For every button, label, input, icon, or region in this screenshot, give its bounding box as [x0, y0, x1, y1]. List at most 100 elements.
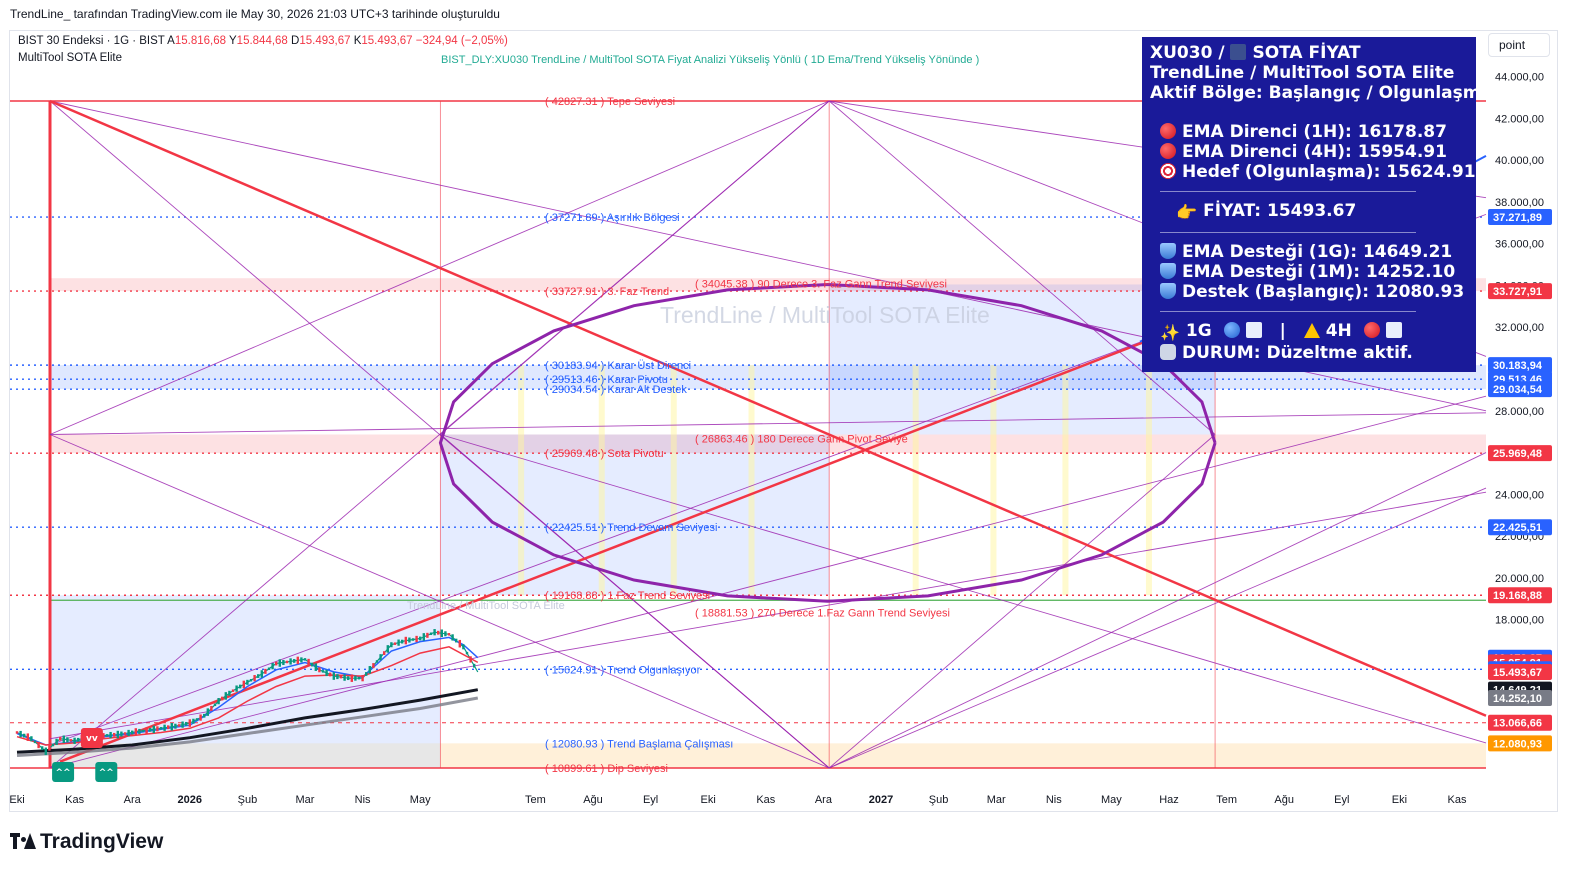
info-support-start-text: Destek (Başlangıç): 12080.93 [1182, 282, 1465, 302]
level-label: ( 29034.54 ) Karar Alt Destek [545, 384, 687, 396]
x-tick-label: Eki [701, 794, 716, 806]
level-label: ( 22425.51 ) Trend Devam Seviyesi [545, 522, 717, 534]
candle [41, 746, 44, 751]
signal-badge [52, 762, 75, 782]
ohlc-values: A15.816,68 Y15.844,68 D15.493,67 K15.493… [167, 35, 416, 47]
candle [66, 737, 69, 743]
chart-up-icon [1245, 322, 1262, 338]
info-symbol: XU030 / [1150, 43, 1231, 63]
x-tick-label: Şub [238, 794, 258, 806]
candle [300, 657, 303, 663]
info-divider [1160, 191, 1416, 192]
candle [159, 727, 163, 730]
tradingview-logo-text: TradingView [40, 830, 164, 853]
signal-label: ^^ [56, 768, 71, 778]
candle [444, 631, 447, 637]
candle [318, 667, 321, 673]
x-tick-label: May [1101, 794, 1122, 806]
candle [282, 659, 285, 665]
candle [242, 680, 245, 689]
sell-signal-marker[interactable]: vv [80, 728, 103, 748]
tf-1g: 1G [1185, 321, 1212, 341]
gann-fan-line [49, 491, 1487, 740]
price-tag-label: 19.168,88 [1493, 590, 1542, 602]
gann-level-label: ( 18881.53 ) 270 Derece 1.Faz Gann Trend… [695, 607, 950, 619]
tradingview-logo[interactable]: TradingView [10, 830, 163, 854]
candle [462, 644, 465, 650]
level-label: ( 12080.93 ) Trend Başlama Çalışması [545, 738, 733, 750]
info-price-text: FİYAT: 15493.67 [1203, 201, 1357, 221]
candle [365, 672, 368, 676]
price-tag-label: 15.493,67 [1493, 667, 1542, 679]
tradingview-logo-icon [10, 833, 36, 849]
x-tick-label: Ara [815, 794, 833, 806]
x-tick-label: Ağu [583, 794, 603, 806]
info-support-start: Destek (Başlangıç): 12080.93 [1150, 282, 1476, 302]
candle [213, 703, 217, 707]
candle [59, 736, 62, 741]
candle [48, 745, 51, 751]
x-tick-label: Nis [355, 794, 371, 806]
info-support-1g: EMA Desteği (1G): 14649.21 [1150, 242, 1476, 262]
symbol-legend[interactable]: BIST 30 Endeksi · 1G · BIST A15.816,68 Y… [18, 35, 508, 47]
candle [228, 690, 231, 696]
time-band [748, 365, 755, 596]
candle [303, 658, 307, 661]
signal-label: vv [86, 734, 98, 744]
candle [278, 659, 281, 667]
scale-mode-button[interactable]: point [1488, 33, 1550, 57]
candle [422, 633, 425, 641]
candle [275, 661, 278, 666]
candle [379, 654, 382, 661]
candle [203, 713, 206, 718]
candle [332, 672, 335, 680]
y-tick-label: 36.000,00 [1495, 239, 1544, 251]
y-tick-label: 28.000,00 [1495, 406, 1544, 418]
candle [206, 708, 209, 716]
candle [77, 737, 80, 742]
candle [181, 721, 184, 728]
price-tag-bg [1488, 735, 1552, 752]
ohlc-key: D [287, 35, 300, 47]
trend-line-up [59, 338, 1151, 763]
candle [188, 719, 191, 727]
candle [15, 731, 19, 734]
candle [134, 728, 137, 736]
candle [23, 733, 26, 738]
gann-fan-line [440, 434, 830, 769]
x-tick-label: Kas [1448, 794, 1467, 806]
shield-icon [1160, 263, 1176, 279]
time-band [670, 365, 677, 596]
candle [152, 725, 155, 734]
indicator-legend[interactable]: MultiTool SOTA Elite [18, 52, 122, 64]
red-circle-icon [1160, 143, 1176, 159]
time-band [990, 365, 997, 596]
info-price: 👉 FİYAT: 15493.67 [1150, 201, 1476, 223]
level-label: ( 30183.94 ) Karar Üst Direnci [545, 360, 691, 372]
candle [314, 663, 317, 671]
ohlc-value: 15.493,67 [361, 35, 413, 47]
candle [307, 658, 310, 666]
info-divider [1160, 311, 1416, 312]
candle [217, 698, 220, 705]
gann-fan-line [49, 100, 830, 769]
candle [354, 675, 357, 681]
candle [447, 633, 451, 636]
time-band [912, 365, 919, 596]
candle [390, 642, 393, 648]
candle [375, 660, 379, 663]
buy-signal-marker[interactable]: ^^ [95, 762, 118, 782]
candle [293, 659, 296, 663]
info-support-1m-text: EMA Desteği (1M): 14252.10 [1182, 262, 1456, 282]
buy-signal-marker[interactable]: ^^ [52, 762, 75, 782]
tf-4h: 4H [1325, 321, 1352, 341]
candle [123, 732, 127, 735]
candle [343, 674, 346, 681]
info-divider [1160, 232, 1416, 233]
info-resistance-4h: EMA Direnci (4H): 15954.91 [1150, 142, 1476, 162]
info-target-text: Hedef (Olgunlaşma): 15624.91 [1182, 162, 1476, 182]
candle [451, 634, 454, 641]
symbol-name[interactable]: BIST 30 Endeksi · 1G · BIST [18, 35, 165, 47]
red-circle-icon [1363, 322, 1380, 338]
